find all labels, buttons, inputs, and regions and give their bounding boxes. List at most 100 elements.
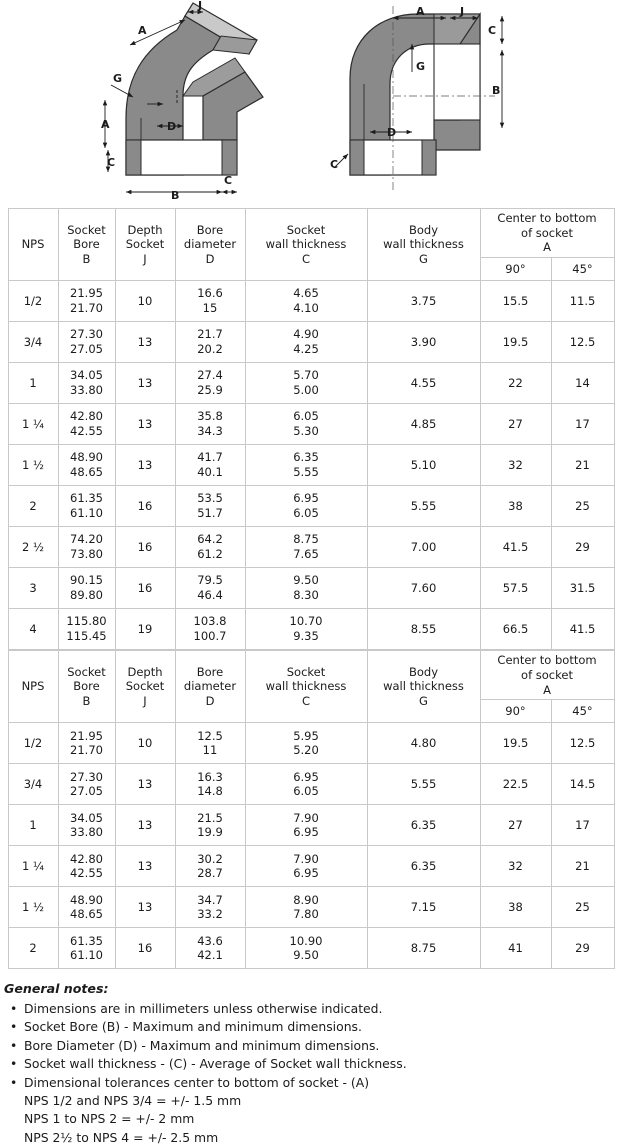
cell-bore-diameter: 34.7 33.2 bbox=[174, 886, 246, 929]
cell-center-90: 32 bbox=[479, 845, 552, 888]
table-row: 1 34.05 33.80 13 27.4 25.9 5.70 5.00 4.55 22 14 bbox=[7, 362, 615, 405]
label-a-upper: A bbox=[138, 24, 147, 37]
cell-socket-wall-thickness: 6.95 6.05 bbox=[244, 763, 368, 806]
cell-center-90: 27 bbox=[479, 804, 552, 847]
bullet-icon: • bbox=[10, 1000, 18, 1016]
cell-bore-diameter: 103.8 100.7 bbox=[174, 608, 246, 651]
cell-socket-bore: 61.35 61.10 bbox=[57, 927, 116, 970]
cell-body-wall-thickness: 5.10 bbox=[366, 444, 481, 487]
notes-title: General notes: bbox=[4, 981, 109, 997]
cell-socket-bore: 34.05 33.80 bbox=[57, 804, 116, 847]
general-notes: General notes: • Dimensions are in millim… bbox=[4, 983, 622, 1144]
elbow-90-body bbox=[349, 6, 495, 190]
label-c-left: C bbox=[107, 156, 115, 169]
table-1-header: NPS Socket Bore B Depth Socket J Bore di… bbox=[7, 207, 615, 282]
col-nps: NPS bbox=[7, 650, 59, 724]
cell-depth-socket: 16 bbox=[114, 485, 176, 528]
table-row: 1/2 21.95 21.70 10 16.6 15 4.65 4.10 3.75 15.5 11.… bbox=[7, 280, 615, 323]
cell-depth-socket: 13 bbox=[114, 804, 176, 847]
cell-depth-socket: 16 bbox=[114, 567, 176, 610]
cell-center-45: 17 bbox=[550, 403, 615, 446]
cell-body-wall-thickness: 7.15 bbox=[366, 886, 481, 929]
note-item: • Dimensions are in millimeters unless ot… bbox=[10, 1000, 383, 1016]
cell-depth-socket: 10 bbox=[114, 722, 176, 765]
cell-bore-diameter: 12.5 11 bbox=[174, 722, 246, 765]
cell-depth-socket: 13 bbox=[114, 362, 176, 405]
cell-center-90: 38 bbox=[479, 886, 552, 929]
cell-body-wall-thickness: 4.55 bbox=[366, 362, 481, 405]
col-socket-bore: Socket Bore B bbox=[57, 650, 116, 724]
table-row: 1 ½ 48.90 48.65 13 34.7 33.2 8.90 7.80 7.15 38 25 bbox=[7, 886, 615, 929]
cell-center-45: 21 bbox=[550, 845, 615, 888]
label-a: A bbox=[416, 5, 425, 18]
cell-socket-bore: 90.15 89.80 bbox=[57, 567, 116, 610]
table-row: 4 115.80 115.45 19 103.8 100.7 10.70 9.35 8.55 66… bbox=[7, 608, 615, 651]
col-socket-wall-thickness: Socket wall thickness C bbox=[244, 207, 368, 282]
cell-center-90: 41.5 bbox=[479, 526, 552, 569]
cell-center-45: 12.5 bbox=[550, 722, 615, 765]
diagram-area: J A G A C D B C bbox=[0, 0, 622, 205]
cell-body-wall-thickness: 6.35 bbox=[366, 804, 481, 847]
diagram-elbow-90: A J C B G D C bbox=[330, 0, 550, 205]
cell-depth-socket: 10 bbox=[114, 280, 176, 323]
cell-socket-bore: 34.05 33.80 bbox=[57, 362, 116, 405]
cell-socket-wall-thickness: 7.90 6.95 bbox=[244, 845, 368, 888]
cell-center-90: 27 bbox=[479, 403, 552, 446]
cell-nps: 1 bbox=[7, 362, 59, 405]
col-bore-diameter: Bore diameter D bbox=[174, 207, 246, 282]
cell-nps: 2 bbox=[7, 485, 59, 528]
cell-center-90: 22 bbox=[479, 362, 552, 405]
cell-nps: 1 bbox=[7, 804, 59, 847]
cell-bore-diameter: 21.5 19.9 bbox=[174, 804, 246, 847]
label-a-left: A bbox=[101, 118, 110, 131]
label-d: D bbox=[387, 126, 396, 139]
cell-nps: 2 ½ bbox=[7, 526, 59, 569]
cell-body-wall-thickness: 4.85 bbox=[366, 403, 481, 446]
cell-socket-wall-thickness: 8.90 7.80 bbox=[244, 886, 368, 929]
elbow-90-dimensions bbox=[333, 15, 505, 169]
cell-depth-socket: 19 bbox=[114, 608, 176, 651]
label-g: G bbox=[416, 60, 425, 73]
table-row: 2 ½ 74.20 73.80 16 64.2 61.2 8.75 7.65 7.00 41.5 2… bbox=[7, 526, 615, 569]
cell-nps: 3 bbox=[7, 567, 59, 610]
table-2-header: NPS Socket Bore B Depth Socket J Bore di… bbox=[7, 650, 615, 724]
note-item: • Socket Bore (B) - Maximum and minimum d… bbox=[10, 1019, 362, 1035]
table-row: 3/4 27.30 27.05 13 16.3 14.8 6.95 6.05 5.55 22.5 1… bbox=[7, 763, 615, 806]
cell-bore-diameter: 35.8 34.3 bbox=[174, 403, 246, 446]
table-row: 3/4 27.30 27.05 13 21.7 20.2 4.90 4.25 3.90 19.5 1… bbox=[7, 321, 615, 364]
cell-center-90: 66.5 bbox=[479, 608, 552, 651]
cell-depth-socket: 16 bbox=[114, 927, 176, 970]
label-g: G bbox=[113, 72, 122, 85]
cell-socket-wall-thickness: 4.65 4.10 bbox=[244, 280, 368, 323]
cell-socket-wall-thickness: 5.95 5.20 bbox=[244, 722, 368, 765]
note-item: • Dimensional tolerances center to bottom… bbox=[10, 1074, 370, 1090]
cell-socket-wall-thickness: 6.35 5.55 bbox=[244, 444, 368, 487]
cell-center-45: 21 bbox=[550, 444, 615, 487]
note-subline: NPS 1 to NPS 2 = +/- 2 mm bbox=[24, 1111, 195, 1127]
col-angle-90: 90° bbox=[479, 699, 552, 724]
label-c-left: C bbox=[330, 158, 338, 171]
cell-nps: 4 bbox=[7, 608, 59, 651]
notes-list: • Dimensions are in millimeters unless ot… bbox=[4, 1000, 622, 1090]
cell-bore-diameter: 79.5 46.4 bbox=[174, 567, 246, 610]
table-row: 1 34.05 33.80 13 21.5 19.9 7.90 6.95 6.35 27 17 bbox=[7, 804, 615, 847]
note-item: • Socket wall thickness - (C) - Average o… bbox=[10, 1056, 407, 1072]
col-angle-45: 45° bbox=[550, 699, 615, 724]
dimension-table-class3000: NPS Socket Bore B Depth Socket J Bore di… bbox=[7, 207, 615, 651]
cell-body-wall-thickness: 7.00 bbox=[366, 526, 481, 569]
cell-body-wall-thickness: 4.80 bbox=[366, 722, 481, 765]
cell-center-45: 12.5 bbox=[550, 321, 615, 364]
cell-center-90: 19.5 bbox=[479, 722, 552, 765]
cell-body-wall-thickness: 5.55 bbox=[366, 485, 481, 528]
cell-center-90: 19.5 bbox=[479, 321, 552, 364]
note-subline: NPS 2½ to NPS 4 = +/- 2.5 mm bbox=[24, 1129, 219, 1145]
cell-socket-wall-thickness: 10.90 9.50 bbox=[244, 927, 368, 970]
dimension-table-class6000: NPS Socket Bore B Depth Socket J Bore di… bbox=[7, 650, 615, 970]
label-c-bottom: C bbox=[224, 174, 232, 187]
cell-depth-socket: 13 bbox=[114, 886, 176, 929]
table-row: 3 90.15 89.80 16 79.5 46.4 9.50 8.30 7.60 57.5 31.… bbox=[7, 567, 615, 610]
cell-body-wall-thickness: 8.75 bbox=[366, 927, 481, 970]
table-row: 1 ¼ 42.80 42.55 13 35.8 34.3 6.05 5.30 4.85 27 17 bbox=[7, 403, 615, 446]
cell-bore-diameter: 41.7 40.1 bbox=[174, 444, 246, 487]
cell-nps: 2 bbox=[7, 927, 59, 970]
